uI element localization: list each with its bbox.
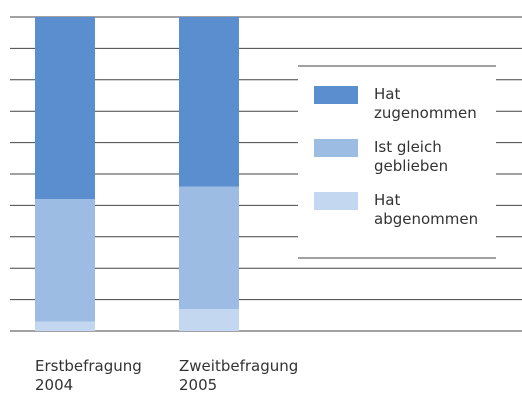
legend-swatch — [314, 86, 358, 104]
x-tick-label: Zweitbefragung 2005 — [179, 357, 299, 394]
bar-segment — [179, 186, 239, 310]
bar-segment — [35, 321, 95, 331]
legend-label: Hat zugenommen — [374, 85, 477, 122]
bar-segment — [179, 309, 239, 331]
legend-label: Ist gleich geblieben — [374, 138, 449, 175]
bar-segment — [35, 17, 95, 200]
legend-swatch — [314, 192, 358, 210]
legend-label: Hat abgenommen — [374, 191, 479, 228]
bar-segment — [35, 199, 95, 322]
x-tick-label: Erstbefragung 2004 — [35, 357, 142, 394]
bar-segment — [179, 17, 239, 187]
legend-swatch — [314, 139, 358, 157]
